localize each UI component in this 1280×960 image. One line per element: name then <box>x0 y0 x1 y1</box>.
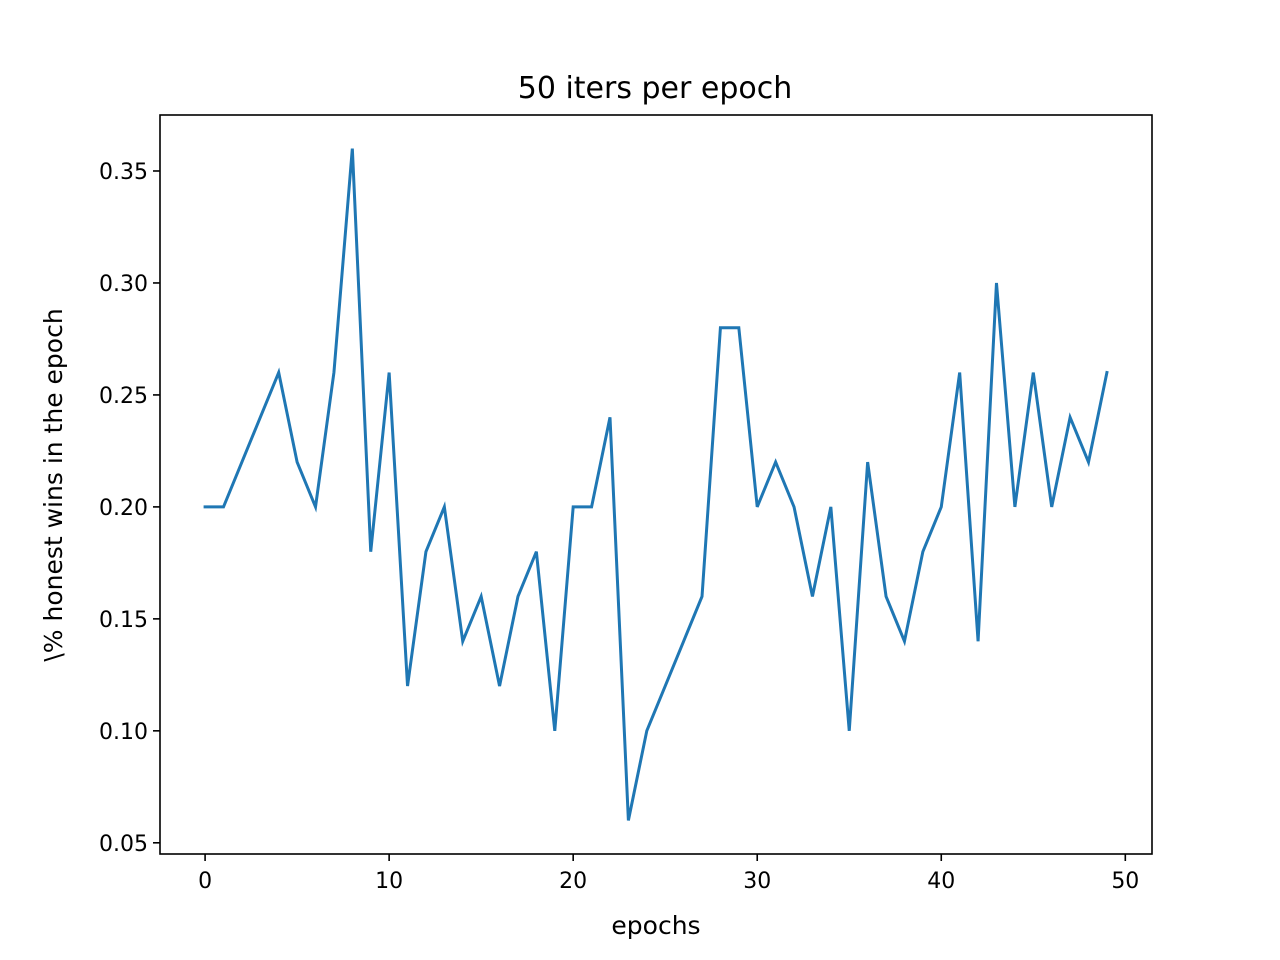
x-axis-label: epochs <box>611 911 700 940</box>
x-tick-label: 40 <box>927 869 955 894</box>
plot-series <box>203 148 1109 821</box>
x-axis: 0 10 20 30 40 50 <box>198 854 1139 894</box>
y-tick-label: 0.30 <box>99 272 148 297</box>
chart-title: 50 iters per epoch <box>518 71 793 106</box>
x-tick-label: 50 <box>1111 869 1139 894</box>
y-axis: 0.05 0.10 0.15 0.20 0.25 0.30 0.35 <box>99 160 160 857</box>
y-tick-label: 0.10 <box>99 720 148 745</box>
y-tick-label: 0.25 <box>99 384 148 409</box>
x-tick-label: 20 <box>559 869 587 894</box>
x-tick-label: 10 <box>375 869 403 894</box>
x-tick-label: 0 <box>198 869 212 894</box>
y-tick-label: 0.05 <box>99 832 148 857</box>
x-tick-label: 30 <box>743 869 771 894</box>
series-line-0 <box>203 148 1109 821</box>
plot-frame <box>159 114 1153 855</box>
y-tick-label: 0.20 <box>99 496 148 521</box>
y-tick-label: 0.35 <box>99 160 148 185</box>
y-axis-label: \% honest wins in the epoch <box>39 308 68 661</box>
y-tick-label: 0.15 <box>99 608 148 633</box>
